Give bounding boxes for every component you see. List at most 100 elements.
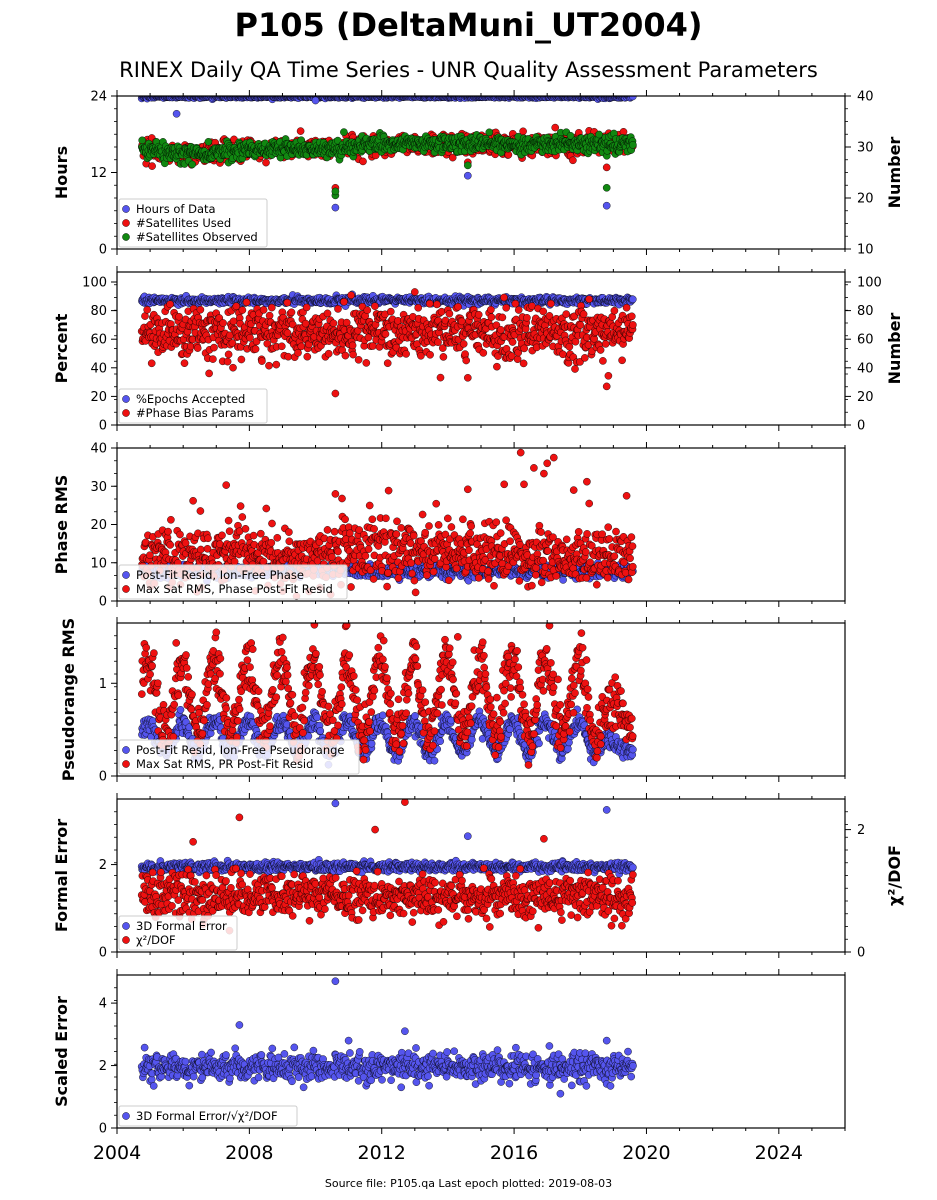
y-axis-label: Hours <box>52 146 71 199</box>
y-axis-label: Percent <box>52 313 71 383</box>
data-point <box>324 349 333 358</box>
data-point <box>426 350 434 359</box>
y-right-tick-label: 80 <box>857 304 874 319</box>
data-point <box>604 371 613 380</box>
data-point <box>265 361 273 370</box>
data-point <box>386 307 395 316</box>
data-point <box>500 293 508 302</box>
legend-label: Hours of Data <box>136 202 216 216</box>
outlier-point <box>331 187 340 196</box>
y-right-tick-label: 40 <box>857 90 874 105</box>
data-point <box>448 153 457 162</box>
data-point <box>303 352 312 361</box>
data-point <box>354 355 363 364</box>
data-point <box>237 355 246 364</box>
data-point <box>511 299 520 308</box>
data-point <box>283 329 292 337</box>
data-point <box>347 291 355 300</box>
data-point <box>629 321 637 329</box>
y-right-tick-label: 60 <box>857 333 874 348</box>
data-point <box>242 298 251 307</box>
data-point <box>571 365 579 373</box>
legend-marker <box>122 395 130 403</box>
outlier-point <box>602 183 611 192</box>
points-percent <box>137 288 637 398</box>
data-point <box>196 305 205 314</box>
data-point <box>341 351 350 360</box>
data-point <box>498 313 507 322</box>
data-point <box>485 128 494 137</box>
data-point <box>576 321 585 329</box>
y-right-tick-label: 10 <box>857 243 874 258</box>
y-tick-label: 20 <box>90 390 107 405</box>
data-point <box>629 141 637 149</box>
data-point <box>340 128 348 136</box>
data-point <box>434 338 442 347</box>
y-right-tick-label: 20 <box>857 390 874 405</box>
legend-marker <box>122 205 130 213</box>
data-point <box>479 349 488 357</box>
data-point <box>596 346 605 354</box>
data-point <box>323 309 332 318</box>
y-right-tick-label: 100 <box>857 276 882 291</box>
chart-subtitle: RINEX Daily QA Time Series - UNR Quality… <box>119 58 818 82</box>
data-point <box>629 295 637 304</box>
data-point <box>462 356 471 365</box>
panel-percent: 020406080100Percent020406080100Number%Ep… <box>52 266 904 434</box>
y-axis-label-right: Number <box>885 137 904 209</box>
data-point <box>439 353 448 361</box>
data-point <box>433 300 441 309</box>
data-point <box>219 319 227 327</box>
outlier-point <box>622 303 631 312</box>
data-point <box>595 130 603 139</box>
data-point <box>209 355 217 363</box>
data-point <box>340 297 348 306</box>
data-point <box>562 310 571 318</box>
data-point <box>628 312 636 321</box>
outlier-point <box>463 161 472 170</box>
data-point <box>454 302 462 311</box>
y-tick-label: 24 <box>90 90 107 105</box>
data-point <box>265 311 274 320</box>
data-point <box>205 369 213 378</box>
data-point <box>251 345 260 353</box>
data-point <box>610 306 619 315</box>
data-point <box>296 127 305 135</box>
data-point <box>359 157 367 166</box>
data-point <box>601 340 610 348</box>
data-point <box>188 160 196 169</box>
data-point <box>581 354 589 362</box>
data-point <box>514 306 523 314</box>
legend-label: #Satellites Used <box>136 216 231 230</box>
data-point <box>262 158 270 167</box>
data-point <box>585 295 593 304</box>
data-point <box>513 355 522 364</box>
data-point <box>229 363 237 372</box>
data-point <box>618 356 626 365</box>
y-right-tick-label: 0 <box>857 419 865 434</box>
data-point <box>566 131 575 140</box>
y-tick-label: 40 <box>90 361 107 376</box>
data-point <box>496 325 505 334</box>
series-hours-2 <box>138 128 637 200</box>
legend-box <box>118 198 268 248</box>
data-point <box>138 136 146 145</box>
legend-label: #Satellites Observed <box>136 230 258 244</box>
y-tick-label: 100 <box>82 276 107 291</box>
data-point <box>461 350 469 358</box>
data-point <box>193 344 202 352</box>
data-point <box>445 309 454 318</box>
data-point <box>267 303 276 312</box>
data-point <box>204 137 213 146</box>
legend-marker <box>122 233 130 241</box>
points-hours <box>137 96 637 212</box>
legend-label: %Epochs Accepted <box>136 392 245 406</box>
outlier-point <box>410 288 419 296</box>
data-point <box>259 306 268 314</box>
data-point <box>381 330 390 338</box>
legend-marker <box>122 409 130 417</box>
legend: %Epochs Accepted#Phase Bias Params <box>118 388 268 424</box>
data-point <box>348 341 357 350</box>
